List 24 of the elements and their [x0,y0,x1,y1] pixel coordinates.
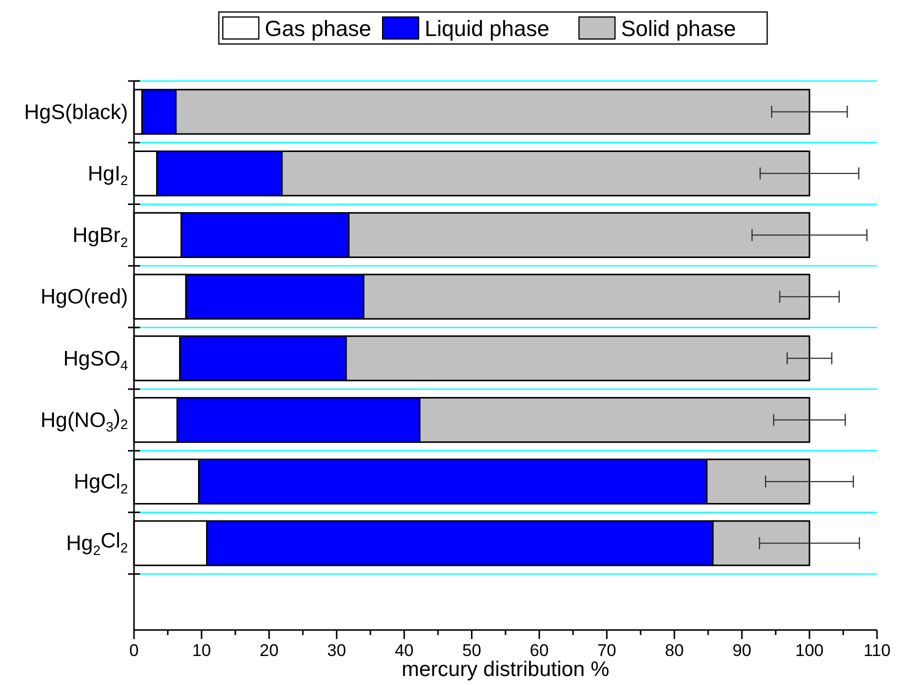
x-tick-label: 80 [664,641,684,660]
y-tick-label: Hg(NO$_{3}$)$_{2}$ [40,406,128,435]
y-tick-label: HgCl$_{2}$ [74,470,128,496]
legend-label: Gas phase [264,16,372,41]
y-tick-label: Hg$_{2}$Cl$_{2}$ [66,530,128,558]
x-tick-label: 90 [732,641,752,660]
legend-label: Solid phase [621,16,736,41]
x-tick-label: 40 [394,641,414,660]
y-tick-label: HgO(red) [40,286,128,309]
y-tick-label: HgI$_{2}$ [88,162,128,188]
x-tick-label: 110 [863,641,891,660]
legend-label: Liquid phase [424,16,550,41]
x-tick-label: 30 [327,641,346,660]
x-tick-label: 100 [795,641,824,660]
x-tick-label: 50 [462,641,482,660]
x-axis-title: mercury distribution % [402,658,610,681]
y-tick-label: HgBr$_{2}$ [72,224,128,250]
y-tick-label: HgSO$_{4}$ [63,347,128,374]
x-tick-label: 60 [530,641,549,660]
x-tick-label: 20 [260,641,279,660]
y-tick-label: HgS(black) [24,100,128,124]
x-tick-label: 70 [597,641,616,660]
x-tick-label: 0 [129,641,139,660]
x-tick-label: 10 [192,641,212,660]
